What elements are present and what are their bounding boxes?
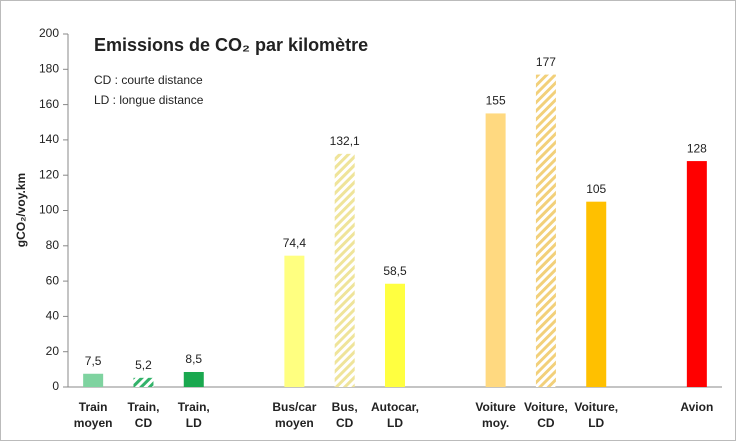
x-tick-label: Bus/car moyen: [272, 400, 316, 430]
x-tick-label: Train, LD: [178, 400, 210, 430]
annotation: CD : courte distance: [94, 73, 203, 87]
bar: [133, 377, 154, 387]
y-tick-label: 200: [39, 26, 59, 40]
y-tick-label: 80: [46, 238, 60, 252]
y-tick-label: 100: [39, 203, 59, 217]
x-tick-label: Train, CD: [127, 400, 159, 430]
value-label: 128: [687, 141, 707, 155]
bar: [535, 74, 556, 387]
y-tick-label: 140: [39, 132, 59, 146]
value-label: 155: [486, 94, 506, 108]
bar: [334, 153, 355, 387]
x-tick-label: Avion: [680, 400, 713, 414]
value-label: 177: [536, 55, 556, 69]
y-tick-label: 0: [52, 379, 59, 393]
x-tick-label: Bus, CD: [332, 400, 358, 430]
x-tick-label: Voiture, LD: [574, 400, 618, 430]
y-tick-label: 20: [46, 344, 60, 358]
bar: [385, 283, 405, 387]
bar: [183, 371, 204, 387]
y-tick-label: 40: [46, 309, 60, 323]
y-tick-label: 180: [39, 61, 59, 75]
y-axis-label: gCO₂/voy.km: [14, 173, 28, 247]
x-tick-label: Voiture moy.: [475, 400, 516, 430]
value-label: 8,5: [185, 352, 202, 366]
bar: [586, 201, 607, 387]
bar: [686, 161, 707, 387]
value-label: 132,1: [330, 134, 360, 148]
y-tick-label: 60: [46, 273, 60, 287]
value-label: 5,2: [135, 358, 152, 372]
bar: [284, 255, 305, 387]
bar: [485, 113, 506, 388]
x-tick-label: Autocar, LD: [371, 400, 419, 430]
annotation: LD : longue distance: [94, 93, 204, 107]
x-tick-label: Train moyen: [74, 400, 113, 430]
y-tick-label: 160: [39, 97, 59, 111]
value-label: 58,5: [383, 264, 407, 278]
value-label: 7,5: [85, 354, 102, 368]
y-tick-label: 120: [39, 167, 59, 181]
x-tick-label: Voiture, CD: [524, 400, 568, 430]
chart-title: Emissions de CO₂ par kilomètre: [94, 35, 368, 55]
bar: [83, 373, 104, 387]
value-label: 105: [586, 182, 606, 196]
value-label: 74,4: [283, 236, 307, 250]
